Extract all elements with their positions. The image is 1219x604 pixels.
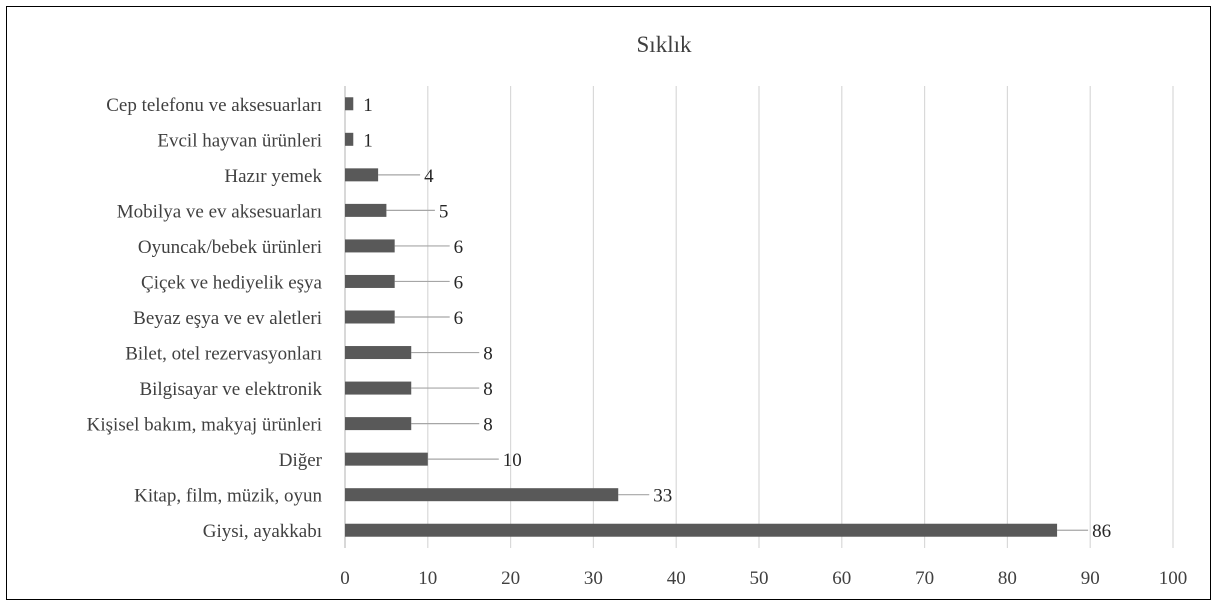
x-tick-label: 100	[1159, 568, 1188, 589]
bar	[345, 310, 395, 324]
data-label: 4	[424, 166, 434, 187]
gridlines	[427, 86, 1174, 548]
x-tick-label: 80	[998, 568, 1017, 589]
data-label: 33	[653, 486, 672, 507]
category-label: Kişisel bakım, makyaj ürünleri	[87, 415, 322, 436]
data-label: 5	[439, 201, 449, 222]
category-label: Beyaz eşya ve ev aletleri	[133, 308, 322, 329]
bar	[345, 452, 428, 466]
category-label: Oyuncak/bebek ürünleri	[138, 237, 322, 258]
bar	[345, 523, 1058, 537]
bar	[345, 168, 379, 182]
category-label: Cep telefonu ve aksesuarları	[106, 95, 322, 116]
bars	[345, 97, 1058, 537]
bar	[345, 274, 395, 288]
bar	[345, 239, 395, 253]
x-tick-label: 50	[750, 568, 769, 589]
x-tick-label: 0	[340, 568, 350, 589]
data-label: 8	[483, 415, 493, 436]
label-leader-lines	[378, 174, 1089, 531]
bar	[345, 203, 387, 217]
chart-title: Sıklık	[637, 32, 692, 57]
x-tick-label: 40	[667, 568, 686, 589]
category-label: Diğer	[279, 450, 323, 471]
x-tick-labels: 0 10 20 30 40 50 60 70 80 90 100	[340, 568, 1187, 589]
bar	[345, 417, 412, 431]
category-label: Bilgisayar ve elektronik	[139, 379, 322, 400]
data-label: 86	[1092, 521, 1111, 542]
x-tick-label: 60	[832, 568, 851, 589]
x-tick-label: 90	[1081, 568, 1100, 589]
category-label: Kitap, film, müzik, oyun	[134, 486, 322, 507]
x-tick-label: 30	[584, 568, 603, 589]
category-label: Giysi, ayakkabı	[203, 521, 322, 542]
data-label: 6	[454, 308, 464, 329]
category-label: Mobilya ve ev aksesuarları	[117, 201, 322, 222]
category-labels: Cep telefonu ve aksesuarları Evcil hayvan…	[87, 95, 323, 542]
data-label: 8	[483, 344, 493, 365]
category-label: Bilet, otel rezervasyonları	[125, 344, 322, 365]
bar	[345, 488, 619, 502]
data-label: 8	[483, 379, 493, 400]
x-tick-label: 10	[418, 568, 437, 589]
category-label: Hazır yemek	[224, 166, 322, 187]
bar	[345, 381, 412, 395]
data-label: 6	[454, 237, 464, 258]
bar	[345, 132, 354, 146]
data-label: 6	[454, 272, 464, 293]
bar	[345, 97, 354, 111]
category-label: Evcil hayvan ürünleri	[157, 130, 322, 151]
category-label: Çiçek ve hediyelik eşya	[141, 272, 323, 293]
data-label: 1	[363, 130, 373, 151]
data-label: 1	[363, 95, 373, 116]
data-label: 10	[503, 450, 522, 471]
x-tick-label: 70	[915, 568, 934, 589]
bar	[345, 346, 412, 360]
x-tick-label: 20	[501, 568, 520, 589]
